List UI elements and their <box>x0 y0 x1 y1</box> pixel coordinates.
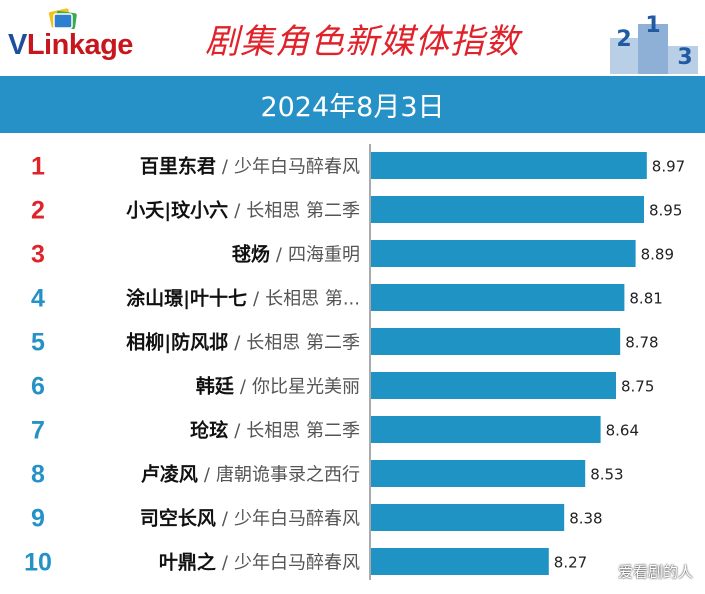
role-name: 相柳|防风邶 <box>126 331 228 354</box>
bar-3 <box>371 240 636 267</box>
value-label: 8.27 <box>554 554 587 572</box>
bar-2 <box>371 196 644 223</box>
label-separator: / <box>234 201 241 222</box>
bar-4 <box>371 284 625 311</box>
role-name: 毬炀 <box>232 243 270 266</box>
bar-8 <box>371 460 586 487</box>
rank-number: 10 <box>24 549 52 577</box>
role-name: 韩廷 <box>196 375 235 398</box>
rank-number: 3 <box>31 241 45 269</box>
label-separator: / <box>222 509 229 530</box>
value-label: 8.64 <box>606 422 639 440</box>
show-name: 少年白马醉春风 <box>234 553 360 574</box>
bar-9 <box>371 504 565 531</box>
label-separator: / <box>253 289 260 310</box>
rank-number: 4 <box>31 285 45 313</box>
value-label: 8.81 <box>629 290 662 308</box>
value-label: 8.97 <box>652 158 685 176</box>
row-label: 叶鼎之 / 少年白马醉春风 <box>159 551 360 574</box>
role-name: 卢凌风 <box>141 463 198 486</box>
label-separator: / <box>234 333 241 354</box>
label-separator: / <box>240 377 247 398</box>
role-name: 涂山璟|叶十七 <box>126 287 247 310</box>
logo-cards-icon <box>48 8 77 30</box>
row-label: 玱玹 / 长相思 第二季 <box>190 419 360 442</box>
show-name: 少年白马醉春风 <box>234 509 360 530</box>
rank-number: 5 <box>31 329 45 357</box>
label-separator: / <box>222 553 229 574</box>
rank-number: 9 <box>31 505 45 533</box>
ranking-bar-chart: 1 百里东君 / 少年白马醉春风 8.972 小夭|玟小六 / 长相思 第二季 8.953 毬炀 /… <box>24 144 685 580</box>
role-name: 百里东君 <box>140 155 216 178</box>
role-name: 叶鼎之 <box>159 551 216 574</box>
label-separator: / <box>234 421 241 442</box>
value-label: 8.53 <box>590 466 623 484</box>
row-label: 小夭|玟小六 / 长相思 第二季 <box>126 199 360 222</box>
rank-number: 6 <box>31 373 45 401</box>
podium-label-1: 1 <box>645 13 660 38</box>
show-name: 四海重明 <box>288 245 360 266</box>
bar-7 <box>371 416 601 443</box>
show-name: 你比星光美丽 <box>252 377 360 398</box>
value-label: 8.38 <box>569 510 602 528</box>
row-label: 卢凌风 / 唐朝诡事录之西行 <box>141 463 360 486</box>
bar-6 <box>371 372 616 399</box>
row-label: 韩廷 / 你比星光美丽 <box>196 375 360 398</box>
role-name: 小夭|玟小六 <box>126 199 228 222</box>
logo-text-link: Link <box>26 29 85 61</box>
logo-text-v: V <box>8 29 27 61</box>
value-label: 8.95 <box>649 202 682 220</box>
row-label: 百里东君 / 少年白马醉春风 <box>140 155 360 178</box>
bar-5 <box>371 328 621 355</box>
value-label: 8.89 <box>641 246 674 264</box>
row-label: 毬炀 / 四海重明 <box>232 243 360 266</box>
row-label: 涂山璟|叶十七 / 长相思 第... <box>126 287 360 310</box>
show-name: 长相思 第二季 <box>246 421 360 442</box>
podium-label-3: 3 <box>677 45 692 70</box>
bar-1 <box>371 152 647 179</box>
rank-number: 8 <box>31 461 45 489</box>
label-separator: / <box>204 465 211 486</box>
role-name: 司空长风 <box>140 507 216 530</box>
date-banner: 2024年8月3日 <box>0 76 705 133</box>
vlinkage-logo: VLinkage <box>8 6 158 64</box>
value-label: 8.78 <box>625 334 658 352</box>
rank-number: 1 <box>31 153 45 181</box>
role-name: 玱玹 <box>190 419 228 442</box>
show-name: 少年白马醉春风 <box>234 157 360 178</box>
value-label: 8.75 <box>621 378 654 396</box>
show-name: 长相思 第... <box>265 289 360 310</box>
logo-text: VLinkage <box>8 30 133 60</box>
row-label: 相柳|防风邶 / 长相思 第二季 <box>126 331 360 354</box>
show-name: 长相思 第二季 <box>246 201 360 222</box>
label-separator: / <box>276 245 283 266</box>
podium-label-2: 2 <box>616 27 631 52</box>
logo-text-age: age <box>84 29 133 61</box>
show-name: 唐朝诡事录之西行 <box>216 465 360 486</box>
bar-10 <box>371 548 549 575</box>
label-separator: / <box>222 157 229 178</box>
show-name: 长相思 第二季 <box>246 333 360 354</box>
rank-number: 2 <box>31 197 45 225</box>
row-label: 司空长风 / 少年白马醉春风 <box>140 507 360 530</box>
podium-icon: 2 1 3 <box>610 13 698 74</box>
page-title: 剧集角色新媒体指数 <box>205 22 520 62</box>
watermark: 爱看剧的人 <box>617 563 693 581</box>
rank-number: 7 <box>31 417 45 445</box>
date-label: 2024年8月3日 <box>260 92 445 123</box>
